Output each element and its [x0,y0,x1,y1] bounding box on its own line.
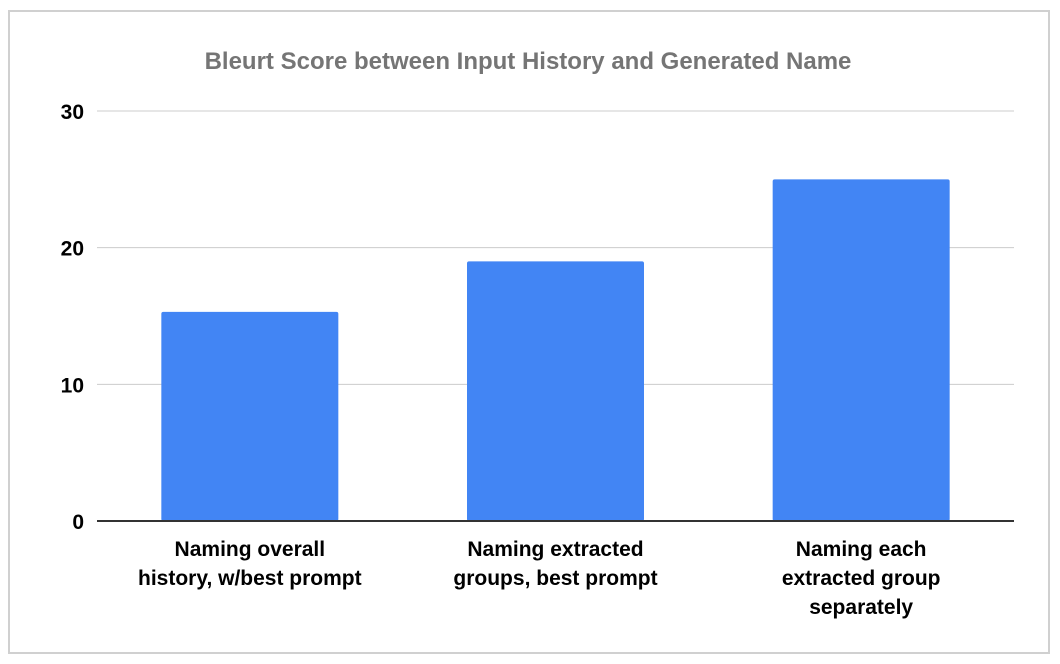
y-tick-label: 0 [72,511,84,534]
x-tick-label: separately [809,596,913,619]
y-tick-label: 10 [61,374,84,397]
x-tick-label: Naming each [796,538,927,561]
chart-title: Bleurt Score between Input History and G… [205,48,852,75]
x-tick-label: Naming overall [175,538,326,561]
x-tick-label: extracted group [782,567,941,590]
bar [161,311,339,521]
bar [467,261,644,521]
x-tick-label: Naming extracted [467,538,643,561]
x-tick-label: history, w/best prompt [138,567,362,590]
bars [161,179,950,522]
y-tick-label: 20 [61,238,84,261]
y-tick-labels: 0 10 20 30 [61,101,84,534]
bar [772,179,950,522]
x-tick-label: groups, best prompt [453,567,657,590]
x-tick-labels: Naming overall history, w/best prompt Nami… [138,538,941,619]
y-tick-label: 30 [61,101,84,124]
